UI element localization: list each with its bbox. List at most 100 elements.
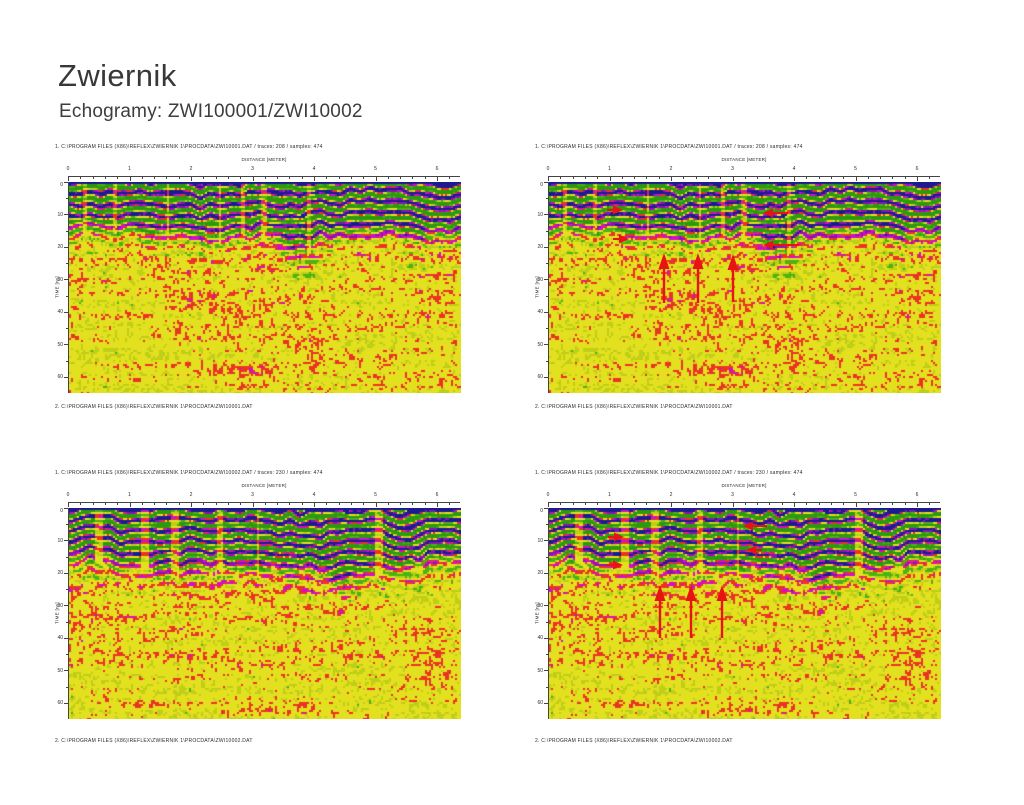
y-tick-minor (66, 654, 68, 656)
x-tick-minor (178, 177, 180, 179)
y-tick-minor (66, 263, 68, 265)
x-tick-minor (646, 503, 648, 505)
x-tick-label: 4 (312, 492, 316, 498)
x-axis-title: DISTANCE [METER] (241, 483, 287, 488)
echogram-caption-bottom: 2. C:\PROGRAM FILES (X86)\REFLEX\ZWIERNI… (55, 404, 253, 410)
x-tick-minor (203, 177, 205, 179)
x-tick-major (671, 503, 672, 507)
x-tick-major (68, 177, 69, 181)
x-tick-label: 0 (66, 166, 70, 172)
echogram-plot (548, 182, 941, 393)
y-tick-label: 20 (537, 570, 543, 577)
x-axis-line (548, 502, 940, 503)
y-tick-label: 0 (60, 182, 63, 188)
x-tick-minor (166, 503, 168, 505)
x-axis-title: DISTANCE [METER] (721, 157, 767, 162)
x-tick-minor (818, 177, 820, 179)
y-tick-label: 60 (57, 700, 63, 707)
x-tick-minor (707, 503, 709, 505)
x-axis-line (68, 502, 460, 503)
x-tick-minor (769, 177, 771, 179)
annotation-arrow-right (607, 560, 623, 570)
x-tick-minor (720, 177, 722, 179)
x-tick-minor (843, 503, 845, 505)
x-axis-line (68, 176, 460, 177)
x-tick-major (609, 177, 611, 181)
y-tick-minor (546, 556, 548, 558)
x-tick-label: 6 (435, 166, 439, 172)
x-tick-minor (892, 503, 894, 505)
annotation-arrow-up (685, 585, 697, 638)
y-tick-minor (66, 198, 68, 200)
annotation-arrow-up (658, 253, 670, 303)
echogram-image (69, 182, 461, 393)
y-tick-major (544, 246, 548, 248)
x-tick-minor (584, 177, 586, 179)
y-tick-label: 30 (57, 276, 63, 283)
annotation-arrow-up (716, 585, 728, 638)
x-tick-minor (572, 503, 574, 505)
echogram-panel-zwi10001-plain: 1. C:\PROGRAM FILES (X86)\REFLEX\ZWIERNI… (55, 144, 465, 430)
x-tick-major (609, 503, 611, 507)
annotation-layer (607, 205, 799, 303)
echogram-caption-top: 1. C:\PROGRAM FILES (X86)\REFLEX\ZWIERNI… (55, 144, 323, 150)
x-tick-minor (830, 503, 832, 505)
x-tick-label: 1 (608, 492, 611, 498)
y-tick-major (544, 344, 548, 346)
y-tick-major (64, 246, 68, 248)
y-tick-minor (546, 295, 548, 297)
x-tick-minor (757, 177, 759, 179)
x-tick-minor (104, 503, 106, 505)
x-tick-label: 2 (669, 166, 673, 172)
y-tick-label: 50 (57, 667, 63, 674)
x-tick-minor (289, 177, 291, 179)
annotation-layer (69, 508, 461, 719)
x-tick-major (191, 503, 192, 507)
y-tick-label: 60 (537, 374, 543, 381)
annotation-arrow-left (743, 521, 767, 531)
x-tick-minor (658, 503, 660, 505)
x-tick-minor (646, 177, 648, 179)
x-tick-minor (92, 503, 94, 505)
x-tick-minor (104, 177, 106, 179)
y-tick-label: 30 (537, 602, 543, 609)
x-tick-minor (227, 503, 229, 505)
x-tick-minor (683, 503, 685, 505)
annotation-layer (607, 521, 767, 638)
x-tick-minor (634, 503, 636, 505)
y-axis: 0 10 20 30 40 50 60 (535, 508, 548, 719)
x-tick-minor (867, 177, 869, 179)
x-tick-minor (757, 503, 759, 505)
y-axis: 0 10 20 30 40 50 60 (535, 182, 548, 393)
x-tick-major (671, 177, 672, 181)
y-tick-label: 10 (537, 211, 543, 218)
x-axis-title: DISTANCE [METER] (241, 157, 287, 162)
x-tick-major (129, 503, 131, 507)
x-tick-minor (744, 177, 746, 179)
y-tick-major (544, 214, 548, 216)
y-tick-minor (546, 686, 548, 688)
x-tick-major (252, 177, 254, 181)
x-tick-label: 0 (66, 492, 70, 498)
y-tick-major (544, 376, 548, 378)
x-tick-major (68, 503, 69, 507)
y-tick-major (544, 182, 548, 183)
x-tick-label: 5 (854, 166, 857, 172)
x-tick-minor (338, 177, 340, 179)
x-tick-minor (929, 503, 931, 505)
x-tick-minor (338, 503, 340, 505)
x-tick-minor (597, 503, 599, 505)
x-tick-minor (264, 503, 266, 505)
y-tick-major (544, 508, 548, 509)
y-tick-major (64, 182, 68, 183)
x-tick-major (732, 503, 734, 507)
y-axis-title: TIME [ns] (534, 602, 540, 624)
x-tick-label: 0 (546, 492, 550, 498)
x-tick-minor (880, 177, 882, 179)
y-tick-major (544, 572, 548, 574)
x-tick-minor (880, 503, 882, 505)
y-tick-major (544, 311, 548, 313)
x-tick-minor (400, 177, 402, 179)
x-axis: 0 1 2 3 4 5 6 (67, 491, 460, 508)
